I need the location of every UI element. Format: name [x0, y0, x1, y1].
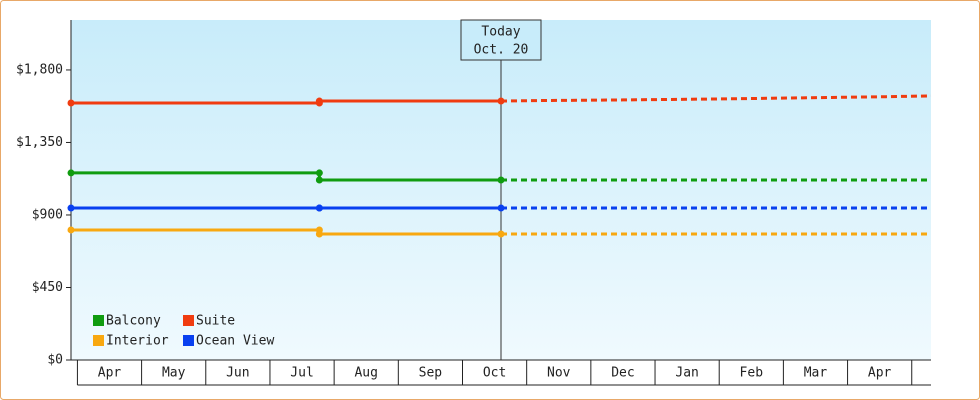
- price-dot: [497, 230, 505, 238]
- x-tick-label: Nov: [547, 366, 571, 381]
- x-tick-label: Jan: [675, 366, 698, 381]
- legend-label: Interior: [106, 334, 169, 349]
- y-tick-label: $450: [32, 280, 63, 295]
- x-tick-label: Mar: [804, 366, 828, 381]
- today-label: Today: [481, 25, 520, 40]
- y-tick-label: $1,800: [16, 62, 63, 77]
- x-tick-label: Apr: [868, 366, 892, 381]
- x-tick-label: Jul: [290, 366, 313, 381]
- x-tick-label: Aug: [354, 366, 377, 381]
- legend-label: Balcony: [106, 314, 161, 329]
- y-tick-label: $1,350: [16, 135, 63, 150]
- price-dot: [67, 204, 75, 212]
- price-dot: [315, 169, 323, 177]
- price-dot: [67, 226, 75, 234]
- today-label: Oct. 20: [474, 43, 529, 58]
- price-dot: [67, 169, 75, 177]
- x-tick-label: Jun: [226, 366, 249, 381]
- price-dot: [315, 176, 323, 184]
- legend-swatch: [183, 335, 194, 346]
- legend-swatch: [183, 315, 194, 326]
- x-tick-label: Oct: [483, 366, 506, 381]
- x-tick-label: Apr: [98, 366, 122, 381]
- today-box: [460, 19, 542, 61]
- x-tick-label: Feb: [740, 366, 764, 381]
- legend-label: Ocean View: [196, 334, 274, 349]
- x-tick-label: Dec: [611, 366, 634, 381]
- price-line: [71, 171, 501, 182]
- price-dot: [497, 204, 505, 212]
- legend-swatch: [93, 335, 104, 346]
- price-dot: [315, 230, 323, 238]
- x-tick-label: May: [162, 366, 186, 381]
- y-tick-label: $900: [32, 207, 63, 222]
- price-dot: [315, 204, 323, 212]
- legend-swatch: [93, 315, 104, 326]
- price-dot: [67, 99, 75, 107]
- price-dot: [497, 176, 505, 184]
- x-tick-label: Sep: [419, 366, 443, 381]
- y-tick-label: $0: [47, 353, 63, 368]
- price-dot: [497, 97, 505, 105]
- price-dot: [315, 97, 323, 105]
- forecast-line: [500, 94, 932, 103]
- legend-label: Suite: [196, 314, 235, 329]
